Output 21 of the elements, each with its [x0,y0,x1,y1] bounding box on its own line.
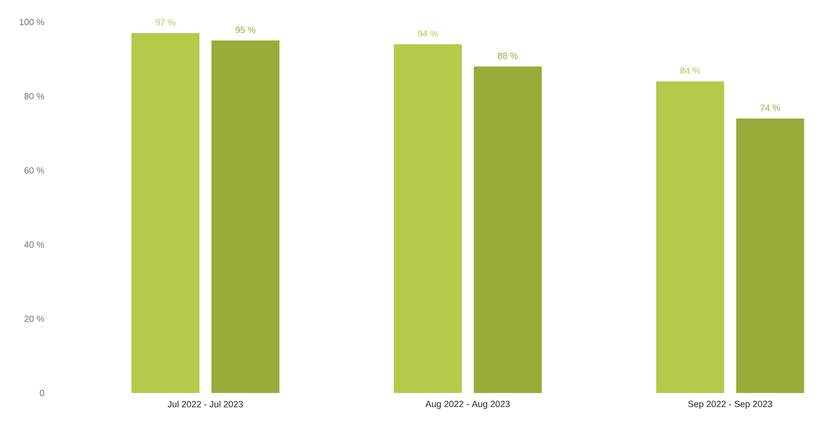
data-label: 84 % [680,67,700,74]
bar [736,118,804,393]
data-label: 94 % [418,30,438,37]
x-tick-label: Jul 2022 - Jul 2023 [168,400,243,408]
y-tick-label: 60 % [24,167,44,174]
data-label: 95 % [236,26,256,34]
data-label: 97 % [156,19,176,26]
y-tick-label: 100 % [20,18,44,26]
data-label: 88 % [498,52,518,59]
y-tick-label: 80 % [24,93,44,100]
bar [131,33,200,393]
bar [656,81,724,393]
x-tick-label: Aug 2022 - Aug 2023 [425,400,510,409]
bar [474,66,542,393]
bar [394,44,462,393]
y-tick-label: 20 % [24,316,44,322]
y-tick-label: 0 [40,390,44,396]
data-label: 74 % [760,104,780,111]
x-tick-label: Sep 2022 - Sep 2023 [688,400,772,409]
y-tick-label: 40 % [24,241,44,248]
bar [211,40,280,393]
